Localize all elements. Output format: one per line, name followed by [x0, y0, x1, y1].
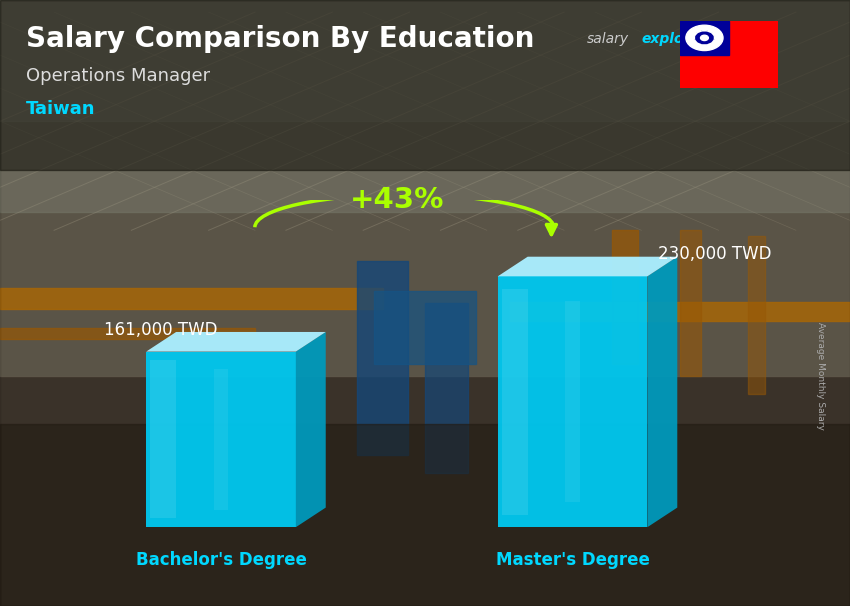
Text: Operations Manager: Operations Manager: [26, 67, 210, 85]
Polygon shape: [498, 276, 648, 527]
Polygon shape: [150, 361, 176, 519]
Polygon shape: [695, 42, 702, 49]
Polygon shape: [686, 36, 695, 40]
Polygon shape: [502, 289, 528, 514]
Polygon shape: [711, 39, 721, 44]
Polygon shape: [648, 257, 677, 527]
Text: Salary Comparison By Education: Salary Comparison By Education: [26, 25, 534, 53]
Bar: [0, 424, 850, 606]
Bar: [0, 0, 850, 121]
Polygon shape: [213, 369, 229, 510]
Polygon shape: [688, 32, 698, 36]
Text: +43%: +43%: [349, 186, 444, 214]
Text: Taiwan: Taiwan: [26, 100, 95, 118]
Polygon shape: [146, 351, 296, 527]
Bar: [510, 302, 850, 321]
Text: 161,000 TWD: 161,000 TWD: [105, 321, 218, 339]
Text: Bachelor's Degree: Bachelor's Degree: [135, 551, 307, 569]
Polygon shape: [146, 332, 326, 351]
Bar: [425, 303, 468, 473]
Bar: [0, 0, 850, 170]
Polygon shape: [711, 32, 721, 36]
Text: 230,000 TWD: 230,000 TWD: [658, 245, 772, 263]
Polygon shape: [565, 301, 580, 502]
Polygon shape: [701, 44, 707, 50]
Polygon shape: [296, 332, 326, 527]
Text: salary: salary: [586, 32, 629, 47]
Polygon shape: [498, 257, 677, 276]
Polygon shape: [695, 27, 702, 33]
Bar: [0, 328, 255, 339]
Text: Average Monthly Salary: Average Monthly Salary: [816, 322, 824, 430]
Polygon shape: [706, 27, 714, 33]
Text: Master's Degree: Master's Degree: [496, 551, 649, 569]
Bar: [612, 230, 638, 364]
Bar: [748, 236, 765, 394]
Bar: [0, 0, 850, 212]
Bar: [0, 288, 382, 309]
Bar: [680, 230, 701, 376]
Text: explorer.com: explorer.com: [642, 32, 743, 47]
Circle shape: [686, 25, 723, 50]
Polygon shape: [701, 25, 707, 32]
Polygon shape: [688, 39, 698, 44]
Circle shape: [694, 32, 714, 44]
Circle shape: [700, 35, 708, 41]
Bar: [374, 291, 476, 364]
Bar: [680, 21, 728, 55]
Bar: [0, 0, 850, 376]
Bar: [357, 261, 408, 454]
Polygon shape: [714, 36, 723, 40]
Polygon shape: [706, 42, 714, 49]
